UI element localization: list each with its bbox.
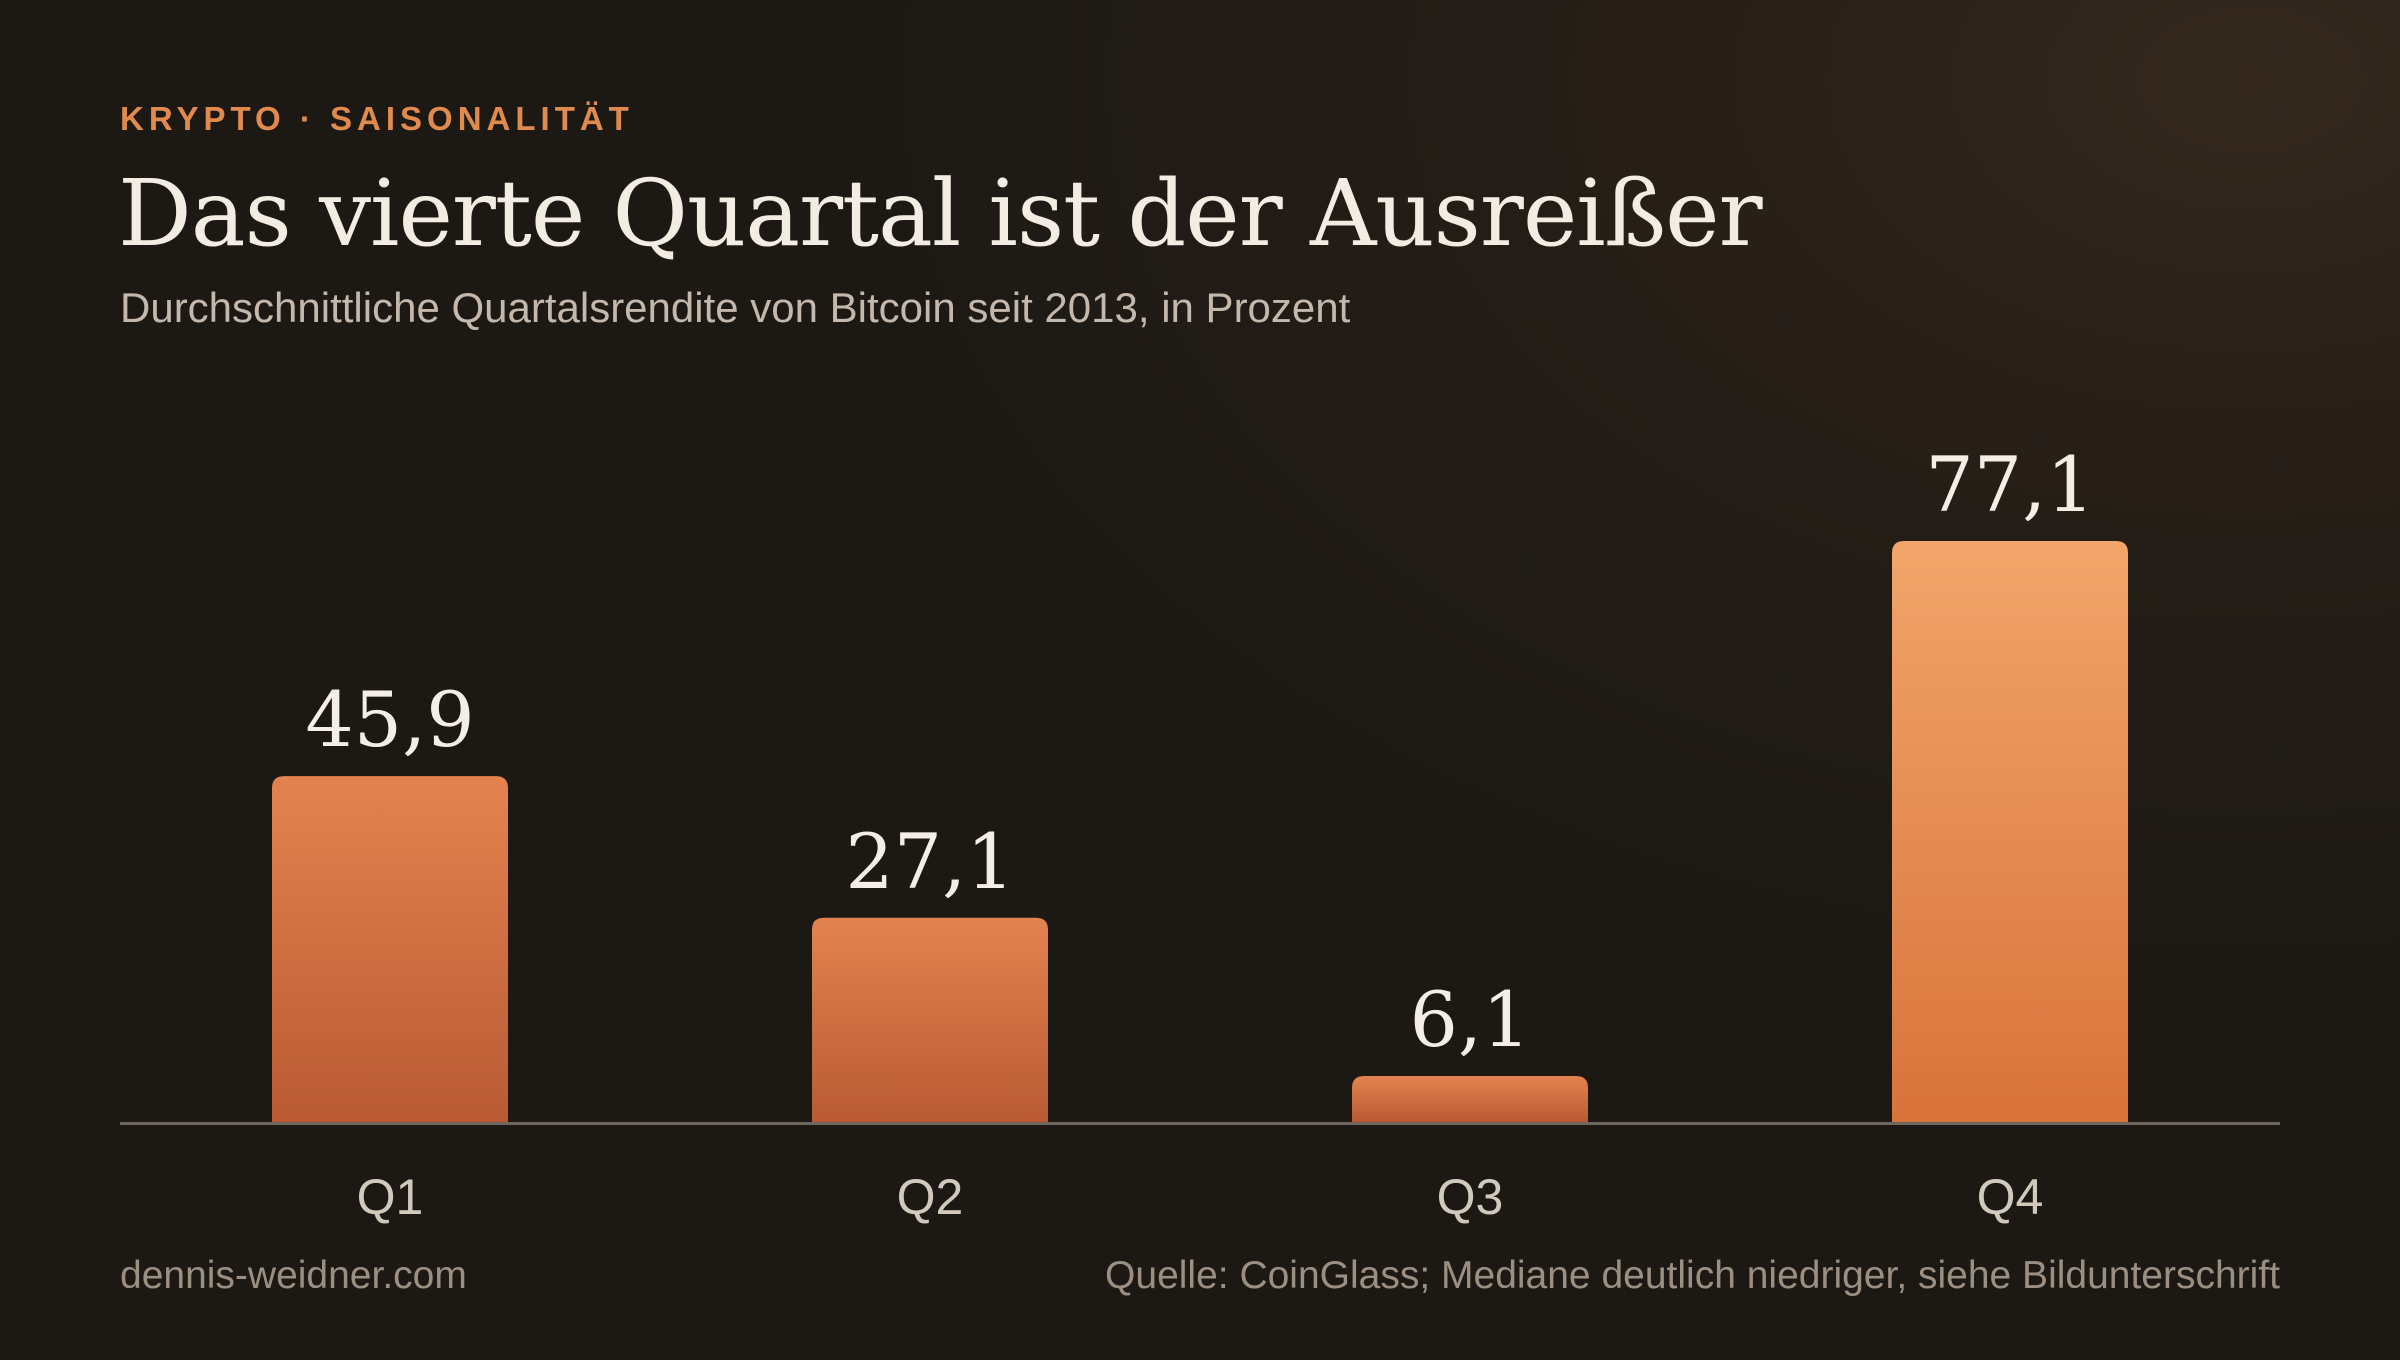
bar-q1 [272,776,508,1122]
category-label-q1: Q1 [357,1169,424,1225]
category-label-q4: Q4 [1977,1169,2044,1225]
value-label-q3: 6,1 [1410,975,1531,1064]
bar-q3 [1352,1076,1588,1122]
chart-subtitle: Durchschnittliche Quartalsrendite von Bi… [120,284,1351,331]
bar-q4 [1892,541,2128,1122]
value-label-q4: 77,1 [1925,440,2094,529]
chart-title: Das vierte Quartal ist der Ausreißer [118,160,1763,267]
bar-q2 [812,917,1048,1122]
footer-site: dennis-weidner.com [120,1254,467,1297]
chart-kicker: KRYPTO · SAISONALITÄT [120,100,634,137]
value-label-q1: 45,9 [305,675,474,764]
footer-source: Quelle: CoinGlass; Mediane deutlich nied… [1105,1254,2280,1297]
category-label-q2: Q2 [897,1169,964,1225]
category-label-q3: Q3 [1437,1169,1504,1225]
value-label-q2: 27,1 [845,817,1014,906]
